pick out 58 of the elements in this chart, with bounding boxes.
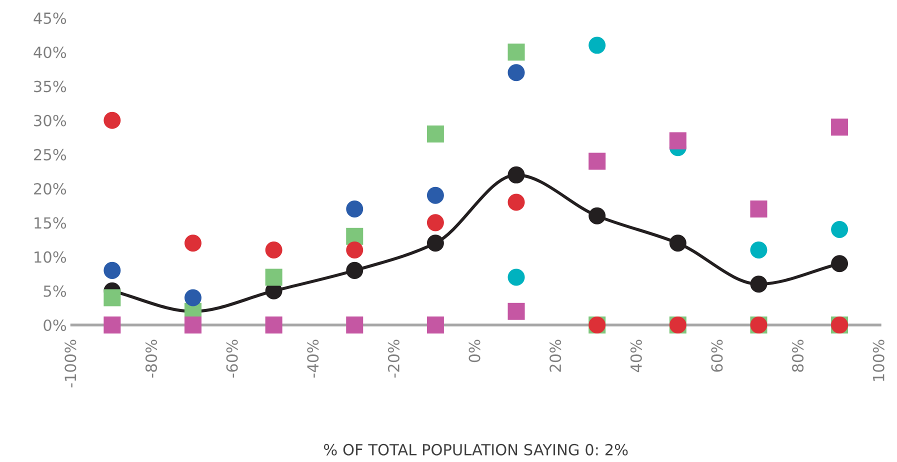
point	[508, 64, 525, 82]
x-tick-label: -20%	[388, 340, 400, 378]
y-tick-label: 45%	[34, 12, 66, 24]
point	[669, 132, 686, 150]
x-axis-title: % OF TOTAL POPULATION SAYING 0: 2%	[324, 444, 628, 456]
point	[265, 316, 282, 334]
point	[508, 44, 525, 61]
point	[588, 152, 606, 170]
y-tick-label: 30%	[34, 114, 66, 126]
point	[346, 241, 364, 258]
point	[104, 112, 121, 129]
point	[588, 207, 606, 224]
point	[750, 241, 768, 258]
point	[426, 316, 444, 334]
y-tick-label: 25%	[34, 148, 66, 160]
point	[750, 200, 768, 218]
y-tick-label: 40%	[34, 46, 66, 58]
point	[426, 214, 444, 232]
point	[831, 221, 848, 238]
x-tick-label: 40%	[630, 340, 642, 372]
point	[346, 316, 364, 334]
point	[184, 316, 202, 334]
y-tick-label: 20%	[34, 183, 66, 195]
point	[831, 255, 848, 272]
x-tick-label: 0%	[468, 340, 480, 362]
point	[346, 262, 364, 279]
y-tick-label: 5%	[44, 285, 66, 297]
x-tick-label: -80%	[145, 340, 158, 378]
point	[346, 200, 364, 218]
point	[184, 289, 202, 306]
y-tick-label: 10%	[34, 251, 66, 263]
point	[104, 262, 121, 279]
point	[184, 234, 202, 252]
y-tick-label: 35%	[34, 80, 66, 92]
x-tick-label: 80%	[792, 340, 804, 372]
point	[265, 268, 282, 286]
point	[750, 276, 768, 293]
point	[588, 36, 606, 54]
point	[426, 125, 444, 142]
x-tick-label: -60%	[226, 340, 238, 378]
x-tick-label: 60%	[711, 340, 723, 372]
x-tick-label: -40%	[307, 340, 319, 378]
point	[104, 289, 121, 306]
x-tick-label: 20%	[550, 340, 562, 372]
point	[508, 166, 525, 184]
point	[104, 316, 121, 334]
point	[265, 241, 282, 258]
x-tick-label: 100%	[872, 340, 884, 381]
point	[508, 194, 525, 211]
y-tick-label: 0%	[44, 319, 66, 332]
point	[831, 118, 848, 136]
point	[426, 186, 444, 204]
point	[669, 234, 686, 252]
y-tick-label: 15%	[34, 217, 66, 229]
point	[508, 302, 525, 320]
point	[426, 234, 444, 252]
point	[508, 268, 525, 286]
x-tick-label: -100%	[64, 340, 76, 388]
